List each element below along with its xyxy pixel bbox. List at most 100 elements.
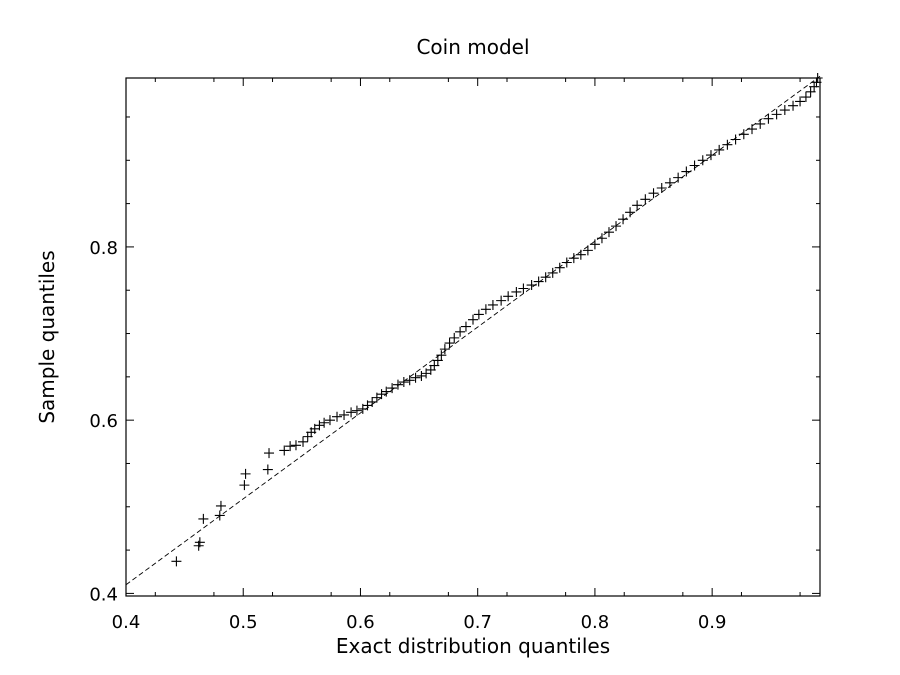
- data-point: [582, 245, 593, 256]
- data-point: [747, 124, 758, 135]
- x-axis-label: Exact distribution quantiles: [336, 634, 610, 658]
- data-point: [444, 338, 455, 349]
- data-point: [589, 239, 600, 250]
- data-point: [264, 448, 275, 459]
- data-point: [779, 105, 790, 116]
- data-point: [714, 144, 725, 155]
- data-point: [416, 370, 427, 381]
- data-point: [640, 194, 651, 205]
- data-point: [285, 441, 296, 452]
- x-tick-label: 0.8: [581, 612, 610, 633]
- data-point: [410, 372, 421, 383]
- data-point: [290, 440, 301, 451]
- data-point: [561, 257, 572, 268]
- data-point: [625, 207, 636, 218]
- data-point: [279, 445, 290, 456]
- data-point: [324, 415, 335, 426]
- data-point: [722, 139, 733, 150]
- data-point: [198, 513, 209, 524]
- data-point: [215, 500, 226, 511]
- data-point: [487, 299, 498, 310]
- data-point: [298, 436, 309, 447]
- data-point: [673, 172, 684, 183]
- data-point: [603, 227, 614, 238]
- chart-title: Coin model: [416, 35, 529, 59]
- data-point: [540, 272, 551, 283]
- reference-line: [125, 75, 821, 586]
- data-point: [518, 283, 529, 294]
- data-point: [262, 464, 273, 475]
- x-tick-label: 0.4: [112, 612, 141, 633]
- data-point: [404, 375, 415, 386]
- data-point: [480, 304, 491, 315]
- data-point: [705, 150, 716, 161]
- plot-area: [125, 73, 823, 586]
- data-point: [314, 420, 325, 431]
- data-point: [656, 183, 667, 194]
- data-point: [449, 332, 460, 343]
- data-point: [763, 113, 774, 124]
- data-point: [632, 200, 643, 211]
- data-point: [618, 214, 629, 225]
- x-tick-label: 0.7: [463, 612, 492, 633]
- data-point: [648, 188, 659, 199]
- data-point: [575, 249, 586, 260]
- data-point: [367, 396, 378, 407]
- data-point: [730, 134, 741, 145]
- data-point: [795, 96, 806, 107]
- data-point: [439, 344, 450, 355]
- data-point: [568, 253, 579, 264]
- data-point: [738, 129, 749, 140]
- data-point: [554, 262, 565, 273]
- x-tick-label: 0.9: [698, 612, 727, 633]
- y-axis-label: Sample quantiles: [35, 250, 59, 423]
- x-tick-label: 0.5: [229, 612, 258, 633]
- y-axis-ticks: 0.4 0.6 0.8: [89, 116, 820, 605]
- data-point: [436, 350, 447, 361]
- data-point: [526, 280, 537, 291]
- data-point: [239, 480, 250, 491]
- data-point: [547, 267, 558, 278]
- data-point: [755, 118, 766, 129]
- y-tick-label: 0.6: [89, 411, 118, 432]
- data-point: [432, 355, 443, 366]
- data-point: [460, 321, 471, 332]
- data-point: [533, 276, 544, 287]
- data-point: [171, 556, 182, 567]
- data-point: [771, 109, 782, 120]
- data-point: [468, 314, 478, 325]
- data-point: [473, 309, 484, 320]
- data-point: [511, 286, 522, 297]
- data-point: [805, 86, 816, 97]
- data-point: [319, 417, 330, 428]
- data-point: [398, 377, 409, 388]
- data-point: [346, 407, 357, 418]
- data-point: [681, 166, 692, 177]
- y-tick-label: 0.8: [89, 238, 118, 259]
- data-point: [194, 537, 205, 548]
- data-point: [429, 360, 440, 371]
- data-point: [351, 405, 362, 416]
- data-point: [455, 326, 466, 337]
- data-point: [214, 510, 225, 521]
- data-point: [664, 177, 675, 188]
- data-point: [596, 233, 607, 244]
- plot-frame: [125, 77, 821, 597]
- data-point: [376, 389, 387, 400]
- data-point: [496, 295, 507, 306]
- data-point: [800, 92, 811, 103]
- data-point: [503, 291, 514, 302]
- data-point: [240, 468, 251, 479]
- data-point: [809, 81, 820, 92]
- x-tick-label: 0.6: [346, 612, 375, 633]
- data-point: [381, 386, 392, 397]
- data-point: [332, 411, 343, 422]
- data-point: [392, 379, 403, 390]
- data-point: [387, 383, 398, 394]
- x-axis-ticks: 0.4 0.5 0.6 0.7 0.8 0.9: [112, 78, 801, 633]
- data-point: [697, 155, 708, 166]
- data-point: [339, 409, 350, 420]
- data-point: [611, 221, 622, 232]
- data-point: [689, 160, 700, 171]
